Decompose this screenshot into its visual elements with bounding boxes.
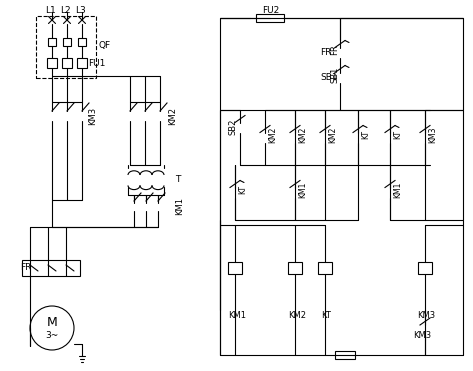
Text: KM3: KM3	[88, 107, 97, 125]
Text: T: T	[175, 174, 180, 184]
Text: KM2: KM2	[328, 126, 337, 143]
Text: L2: L2	[60, 6, 70, 14]
Text: QF: QF	[98, 40, 110, 49]
Bar	[318, 262, 332, 273]
Text: 3~: 3~	[45, 331, 59, 339]
Text: FU2: FU2	[262, 6, 279, 14]
Bar	[48, 38, 56, 46]
Text: KM1: KM1	[228, 312, 246, 321]
Text: L3: L3	[75, 6, 86, 14]
Bar	[228, 262, 242, 273]
Text: KM3: KM3	[428, 126, 437, 143]
Text: KM2: KM2	[168, 107, 177, 125]
Bar	[78, 38, 86, 46]
Text: KM3: KM3	[413, 331, 431, 339]
Text: KM1: KM1	[393, 181, 402, 198]
Text: KT: KT	[238, 185, 247, 194]
Bar	[256, 14, 284, 22]
Text: L1: L1	[45, 6, 56, 14]
Text: KM2: KM2	[268, 126, 277, 143]
Bar	[335, 351, 355, 359]
Text: M: M	[47, 316, 57, 329]
Bar	[36, 16, 96, 78]
Bar	[418, 262, 432, 273]
Bar	[47, 58, 57, 68]
Bar	[22, 260, 80, 276]
Bar	[288, 262, 302, 273]
Text: KM2: KM2	[298, 126, 307, 143]
Text: KM2: KM2	[288, 312, 306, 321]
Text: KT: KT	[321, 312, 331, 321]
Text: SB1: SB1	[330, 66, 339, 83]
Text: FU1: FU1	[88, 59, 105, 68]
Text: KT: KT	[393, 130, 402, 139]
Text: SB1: SB1	[320, 72, 338, 82]
Text: KM1: KM1	[175, 197, 184, 215]
Text: FR: FR	[330, 44, 339, 55]
Bar	[63, 38, 71, 46]
Bar	[62, 58, 72, 68]
Text: KM3: KM3	[417, 312, 435, 321]
Text: KM1: KM1	[298, 181, 307, 198]
Text: SB2: SB2	[228, 119, 237, 135]
Text: KT: KT	[361, 130, 370, 139]
Text: FR: FR	[20, 263, 31, 273]
Text: FR: FR	[320, 47, 332, 56]
Bar	[77, 58, 87, 68]
